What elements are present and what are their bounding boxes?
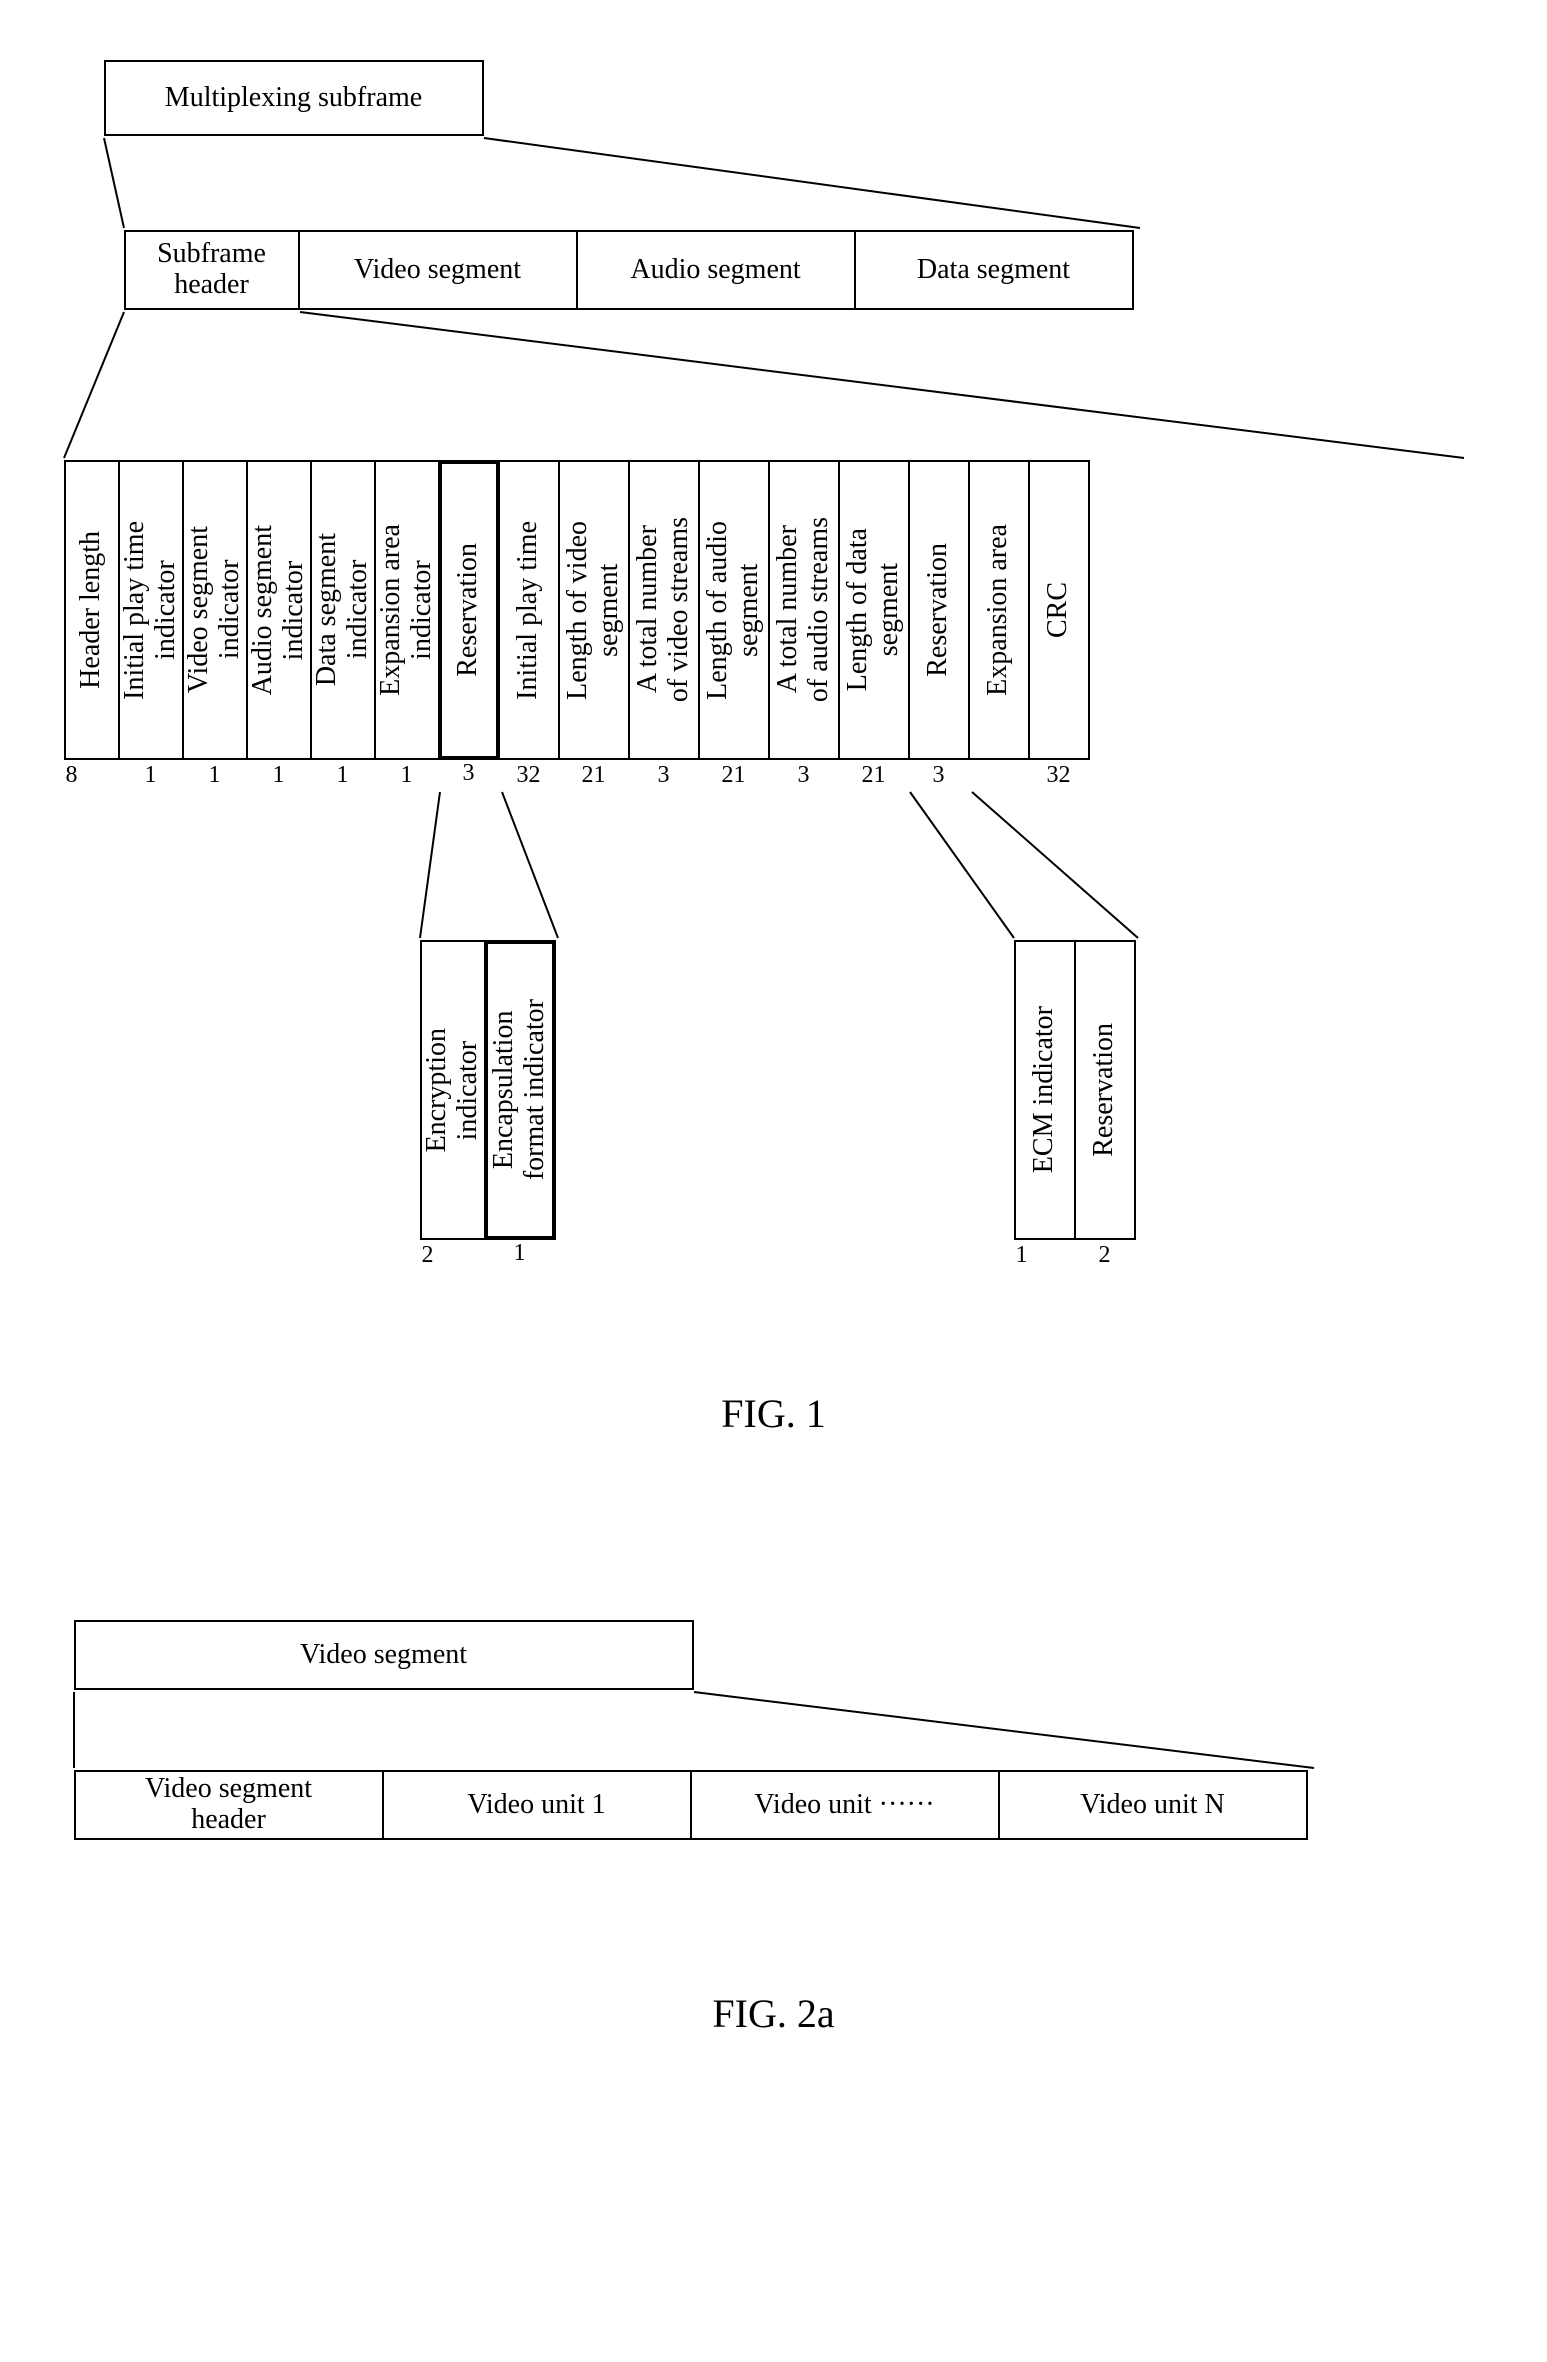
video-unit-1-label: Video unit 1 bbox=[467, 1790, 605, 1821]
header-length-bits: 8 bbox=[66, 762, 78, 789]
subframe-header-label: Subframe header bbox=[157, 239, 266, 301]
audio-seg-ind-bits: 1 bbox=[273, 762, 285, 789]
exp-area-ind-label: Expansion area indicator bbox=[376, 524, 438, 696]
reservation-3-label: Reservation bbox=[1089, 1023, 1120, 1157]
video-unit-n-box: Video unit N bbox=[998, 1770, 1308, 1840]
video-seg-ind-label: Video segment indicator bbox=[184, 526, 246, 693]
data-seg-ind-cell: Data segment indicator1 bbox=[310, 460, 376, 760]
total-video-streams-cell: A total number of video streams3 bbox=[628, 460, 700, 760]
fig1-level2: Subframe header Video segment Audio segm… bbox=[124, 230, 1134, 310]
fig1-caption: FIG. 1 bbox=[44, 1390, 1504, 1437]
encryption-ind-label: Encryption indicator bbox=[422, 1028, 484, 1152]
length-audio-seg-bits: 21 bbox=[722, 762, 746, 789]
data-seg-ind-label: Data segment indicator bbox=[312, 533, 374, 686]
video-seg-header-box: Video segment header bbox=[74, 1770, 384, 1840]
ecm-ind-bits: 1 bbox=[1016, 1242, 1028, 1269]
total-audio-streams-label: A total number of audio streams bbox=[773, 517, 835, 702]
total-video-streams-label: A total number of video streams bbox=[633, 517, 695, 702]
length-video-seg-bits: 21 bbox=[582, 762, 606, 789]
reservation-1-cell: Reservation3 bbox=[438, 460, 500, 760]
multiplexing-subframe-label: Multiplexing subframe bbox=[165, 83, 422, 114]
video-unit-dots-label: Video unit ······ bbox=[754, 1790, 934, 1821]
connector-l1-l2 bbox=[44, 136, 1504, 230]
total-audio-streams-cell: A total number of audio streams3 bbox=[768, 460, 840, 760]
encryption-ind-bits: 2 bbox=[422, 1242, 434, 1269]
fig2a-caption-text: FIG. 2a bbox=[712, 1991, 834, 2036]
crc-label: CRC bbox=[1043, 582, 1074, 638]
connector-l2-l3 bbox=[44, 310, 1504, 460]
audio-seg-ind-label: Audio segment indicator bbox=[248, 525, 310, 695]
encap-format-ind-label: Encapsulation format indicator bbox=[489, 999, 551, 1180]
length-video-seg-label: Length of video segment bbox=[563, 521, 625, 700]
crc-cell: CRC32 bbox=[1028, 460, 1090, 760]
subframe-header-box: Subframe header bbox=[124, 230, 300, 310]
video-segment-top-label: Video segment bbox=[300, 1640, 467, 1671]
reservation-1-bits: 3 bbox=[463, 760, 475, 787]
encryption-ind-cell: Encryption indicator2 bbox=[420, 940, 486, 1240]
figure-1: Multiplexing subframe Subframe header Vi… bbox=[44, 60, 1504, 1420]
fig1-caption-text: FIG. 1 bbox=[721, 1391, 825, 1436]
expansion-area-cell: Expansion area bbox=[968, 460, 1030, 760]
video-segment-top-box: Video segment bbox=[74, 1620, 694, 1690]
length-video-seg-cell: Length of video segment21 bbox=[558, 460, 630, 760]
video-unit-1-box: Video unit 1 bbox=[382, 1770, 692, 1840]
initial-play-time-cell: Initial play time32 bbox=[498, 460, 560, 760]
reservation-1-label: Reservation bbox=[453, 543, 484, 677]
video-unit-dots-box: Video unit ······ bbox=[690, 1770, 1000, 1840]
connector-fig2a bbox=[44, 1690, 1504, 1770]
ecm-ind-label: ECM indicator bbox=[1029, 1006, 1060, 1173]
expansion-area-label: Expansion area bbox=[983, 524, 1014, 696]
length-data-seg-label: Length of data segment bbox=[843, 528, 905, 691]
audio-seg-ind-cell: Audio segment indicator1 bbox=[246, 460, 312, 760]
reservation-2-bits: 3 bbox=[933, 762, 945, 789]
data-seg-ind-bits: 1 bbox=[337, 762, 349, 789]
encap-format-ind-bits: 1 bbox=[514, 1240, 526, 1267]
exp-area-ind-bits: 1 bbox=[401, 762, 413, 789]
header-length-cell: Header length8 bbox=[64, 460, 120, 760]
encap-format-ind-cell: Encapsulation format indicator1 bbox=[484, 940, 556, 1240]
audio-segment-box: Audio segment bbox=[576, 230, 856, 310]
fig1-level4a: Encryption indicator2Encapsulation forma… bbox=[420, 940, 556, 1240]
header-length-label: Header length bbox=[76, 531, 107, 689]
video-seg-header-label: Video segment header bbox=[145, 1774, 312, 1836]
reservation-2-cell: Reservation3 bbox=[908, 460, 970, 760]
video-seg-ind-cell: Video segment indicator1 bbox=[182, 460, 248, 760]
fig2a-level1: Video segment bbox=[74, 1620, 694, 1690]
initial-play-ind-label: Initial play time indicator bbox=[120, 521, 182, 700]
length-data-seg-bits: 21 bbox=[862, 762, 886, 789]
video-seg-ind-bits: 1 bbox=[209, 762, 221, 789]
initial-play-ind-bits: 1 bbox=[145, 762, 157, 789]
fig2a-level2: Video segment header Video unit 1 Video … bbox=[74, 1770, 1308, 1840]
reservation-3-cell: Reservation2 bbox=[1074, 940, 1136, 1240]
video-segment-label: Video segment bbox=[354, 255, 521, 286]
fig1-level1: Multiplexing subframe bbox=[104, 60, 484, 136]
initial-play-ind-cell: Initial play time indicator1 bbox=[118, 460, 184, 760]
reservation-2-label: Reservation bbox=[923, 543, 954, 677]
fig1-level4b: ECM indicator1Reservation2 bbox=[1014, 940, 1136, 1240]
exp-area-ind-cell: Expansion area indicator1 bbox=[374, 460, 440, 760]
figure-2a: Video segment Video segment header Video… bbox=[44, 1620, 1504, 2040]
fig1-level3: Header length8Initial play time indicato… bbox=[64, 460, 1090, 760]
audio-segment-label: Audio segment bbox=[630, 255, 800, 286]
initial-play-time-label: Initial play time bbox=[513, 521, 544, 700]
connector-res2-l4b bbox=[44, 790, 1504, 940]
ecm-ind-cell: ECM indicator1 bbox=[1014, 940, 1076, 1240]
multiplexing-subframe-box: Multiplexing subframe bbox=[104, 60, 484, 136]
reservation-3-bits: 2 bbox=[1099, 1242, 1111, 1269]
length-audio-seg-cell: Length of audio segment21 bbox=[698, 460, 770, 760]
data-segment-box: Data segment bbox=[854, 230, 1134, 310]
fig2a-caption: FIG. 2a bbox=[44, 1990, 1504, 2037]
connector-res1-l4a bbox=[44, 790, 1504, 940]
total-video-streams-bits: 3 bbox=[658, 762, 670, 789]
video-unit-n-label: Video unit N bbox=[1080, 1790, 1225, 1821]
crc-bits: 32 bbox=[1047, 762, 1071, 789]
data-segment-label: Data segment bbox=[917, 255, 1070, 286]
initial-play-time-bits: 32 bbox=[517, 762, 541, 789]
total-audio-streams-bits: 3 bbox=[798, 762, 810, 789]
length-audio-seg-label: Length of audio segment bbox=[703, 521, 765, 700]
video-segment-box: Video segment bbox=[298, 230, 578, 310]
length-data-seg-cell: Length of data segment21 bbox=[838, 460, 910, 760]
